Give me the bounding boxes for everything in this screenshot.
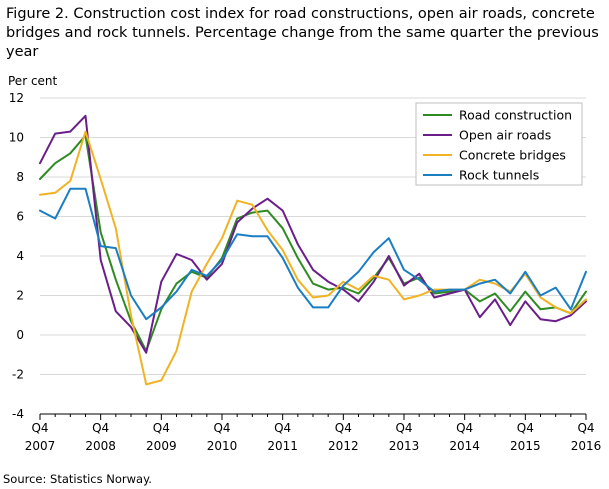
legend-label-1: Open air roads (459, 128, 551, 143)
x-tick-label-year: 2013 (389, 439, 420, 453)
source-note: Source: Statistics Norway. (3, 472, 152, 486)
x-tick-label-year: 2010 (207, 439, 238, 453)
y-axis-label: Per cent (8, 74, 58, 88)
legend: Road construction Open air roads Concrete … (415, 102, 583, 186)
series-line-0 (39, 134, 587, 352)
x-tick-label-year: 2009 (146, 439, 177, 453)
x-tick-label-quarter: Q4 (213, 421, 230, 435)
x-tick-label-quarter: Q4 (153, 421, 170, 435)
axes: -4 -2 0 2 4 6 8 10 12 Q4 2007 Q4 2008 Q4 2009 Q4 2010 Q4 2… (9, 91, 602, 453)
legend-label-3: Rock tunnels (459, 168, 539, 183)
x-tick-label-quarter: Q4 (395, 421, 412, 435)
y-tick-label: 8 (16, 170, 24, 184)
x-tick-label-quarter: Q4 (31, 421, 48, 435)
legend-label-0: Road construction (459, 108, 572, 123)
series-line-2 (39, 130, 587, 386)
x-tick-label-quarter: Q4 (577, 421, 594, 435)
x-tick-label-quarter: Q4 (92, 421, 109, 435)
y-tick-label: 2 (16, 289, 24, 303)
legend-label-2: Concrete bridges (459, 148, 566, 163)
x-tick-label-quarter: Q4 (274, 421, 291, 435)
x-tick-label-year: 2007 (25, 439, 56, 453)
y-tick-label: 12 (9, 91, 24, 105)
x-tick-label-quarter: Q4 (456, 421, 473, 435)
y-tick-label: 6 (16, 210, 24, 224)
y-tick-label: 10 (9, 131, 24, 145)
x-tick-label-year: 2015 (510, 439, 541, 453)
series-line-3 (39, 187, 587, 321)
x-tick-label-year: 2008 (85, 439, 116, 453)
x-tick-label-year: 2012 (328, 439, 359, 453)
y-tick-label: 0 (16, 328, 24, 342)
series-line-1 (39, 114, 587, 354)
x-tick-label-year: 2014 (449, 439, 480, 453)
series-lines (39, 114, 587, 386)
x-tick-label-year: 2011 (267, 439, 298, 453)
x-tick-label-quarter: Q4 (517, 421, 534, 435)
legend-box (415, 102, 583, 186)
x-tick-label-quarter: Q4 (335, 421, 352, 435)
y-tick-label: -2 (12, 368, 24, 382)
y-tick-label: -4 (12, 407, 24, 421)
chart-title: Figure 2. Construction cost index for ro… (6, 6, 599, 60)
y-tick-label: 4 (16, 249, 24, 263)
x-tick-label-year: 2016 (571, 439, 602, 453)
